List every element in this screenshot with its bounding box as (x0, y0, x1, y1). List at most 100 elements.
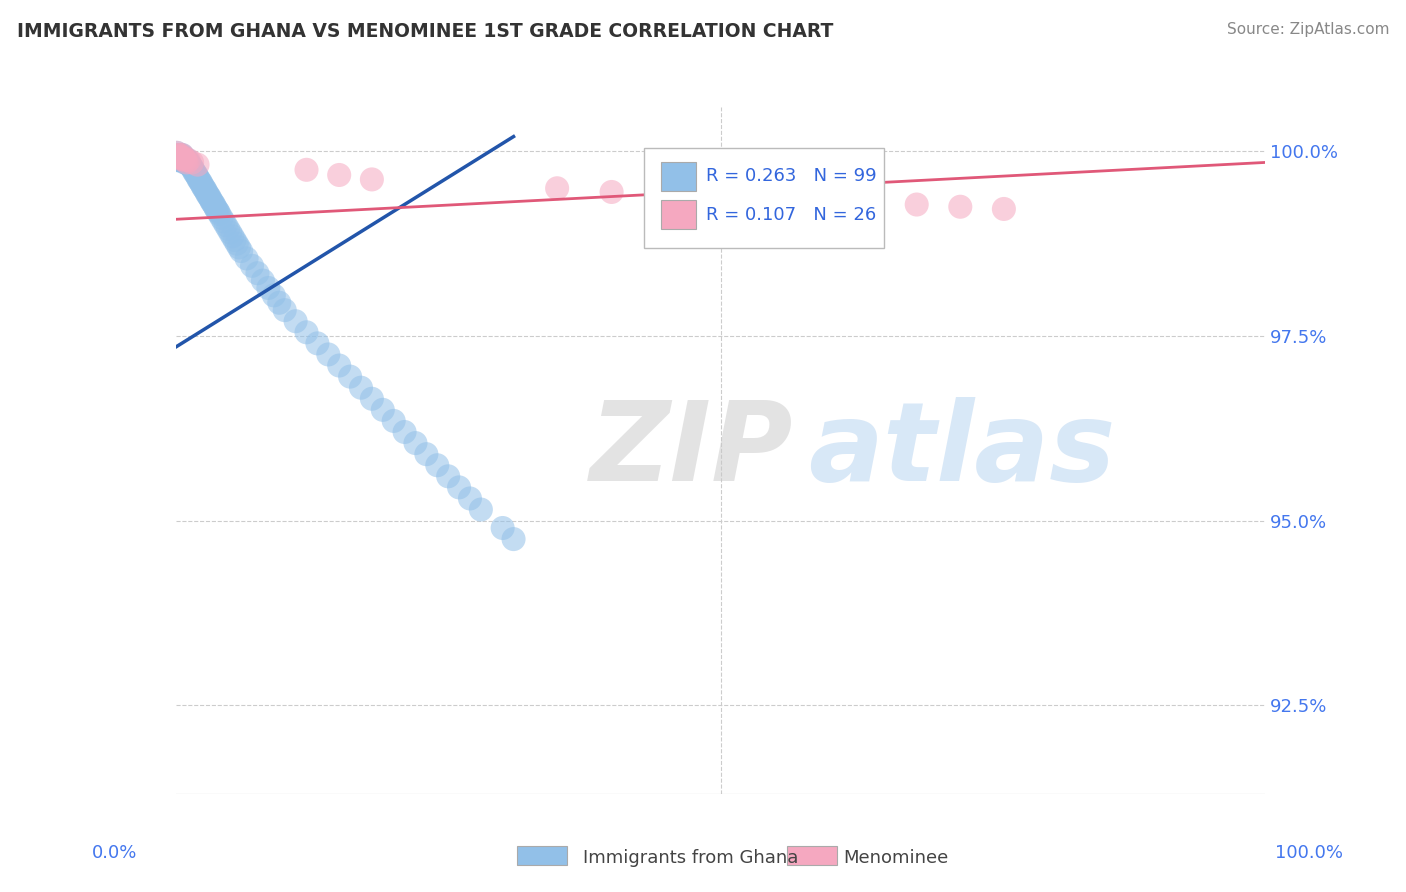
Point (204, 200, 226, 214)
Text: 100.0%: 100.0% (1275, 844, 1343, 862)
Point (905, 197, 928, 211)
Point (177, 153, 200, 168)
Bar (661, 201, 696, 229)
Point (360, 392, 382, 406)
Point (284, 314, 307, 328)
Point (167, 150, 190, 164)
Point (172, 152, 194, 166)
Point (295, 326, 318, 340)
Point (201, 196, 224, 211)
Point (225, 236, 247, 251)
Point (405, 436, 427, 450)
Point (190, 175, 212, 189)
Point (546, 181, 568, 195)
Point (180, 159, 202, 173)
Point (172, 152, 194, 166)
Point (228, 240, 250, 254)
Point (231, 244, 253, 258)
Text: IMMIGRANTS FROM GHANA VS MENOMINEE 1ST GRADE CORRELATION CHART: IMMIGRANTS FROM GHANA VS MENOMINEE 1ST G… (17, 22, 834, 41)
Point (174, 155, 197, 169)
Point (167, 153, 190, 168)
Text: atlas: atlas (807, 397, 1115, 504)
Point (173, 153, 195, 168)
Point (200, 192, 222, 206)
Point (328, 168, 350, 182)
Point (394, 425, 416, 439)
Bar (787, 846, 837, 865)
Point (188, 174, 211, 188)
Point (172, 148, 194, 162)
Point (217, 222, 239, 236)
Point (181, 162, 204, 177)
Text: R = 0.263   N = 99: R = 0.263 N = 99 (706, 168, 877, 186)
Point (191, 179, 214, 194)
Point (176, 155, 198, 169)
Point (167, 150, 190, 164)
Point (201, 194, 224, 209)
Point (426, 458, 449, 473)
Point (328, 359, 350, 373)
Point (194, 183, 217, 197)
Point (170, 148, 193, 162)
Point (215, 218, 238, 232)
Point (274, 303, 297, 318)
Point (173, 155, 195, 169)
Point (307, 336, 329, 351)
Point (172, 150, 194, 164)
Point (252, 274, 274, 288)
Point (177, 158, 200, 172)
Point (181, 161, 204, 175)
Text: Menominee: Menominee (844, 849, 949, 867)
Point (269, 295, 291, 310)
Point (172, 150, 194, 164)
Point (166, 145, 188, 160)
Point (263, 288, 285, 302)
Point (172, 153, 194, 168)
Point (205, 203, 228, 218)
Point (174, 153, 197, 168)
Point (184, 167, 207, 181)
Point (172, 150, 194, 164)
Point (167, 150, 190, 164)
Point (167, 148, 190, 162)
Point (186, 158, 209, 172)
Point (176, 153, 198, 168)
Point (166, 145, 188, 160)
Point (174, 153, 197, 168)
Text: Source: ZipAtlas.com: Source: ZipAtlas.com (1226, 22, 1389, 37)
Point (193, 181, 215, 195)
Point (993, 202, 1015, 216)
Point (437, 469, 460, 483)
Text: Immigrants from Ghana: Immigrants from Ghana (583, 849, 799, 867)
Point (186, 168, 208, 182)
FancyBboxPatch shape (644, 148, 884, 248)
Point (170, 152, 193, 166)
Point (502, 532, 524, 546)
Point (295, 162, 318, 177)
Point (170, 153, 193, 168)
Point (949, 200, 972, 214)
Point (219, 226, 242, 240)
Point (235, 252, 257, 266)
Point (447, 480, 470, 494)
Point (415, 447, 437, 461)
Text: 0.0%: 0.0% (91, 844, 136, 862)
Point (600, 185, 623, 199)
Point (177, 155, 200, 169)
Point (318, 347, 340, 361)
Point (167, 152, 190, 166)
Point (818, 192, 841, 206)
Point (458, 491, 481, 506)
Point (195, 185, 218, 199)
Point (221, 229, 243, 244)
Bar (661, 162, 696, 191)
Point (202, 197, 225, 211)
Point (350, 381, 373, 395)
Point (224, 233, 246, 247)
Point (195, 187, 218, 202)
Point (187, 172, 209, 186)
Point (172, 148, 194, 162)
Point (167, 148, 190, 162)
Point (186, 170, 209, 185)
Point (212, 214, 235, 228)
